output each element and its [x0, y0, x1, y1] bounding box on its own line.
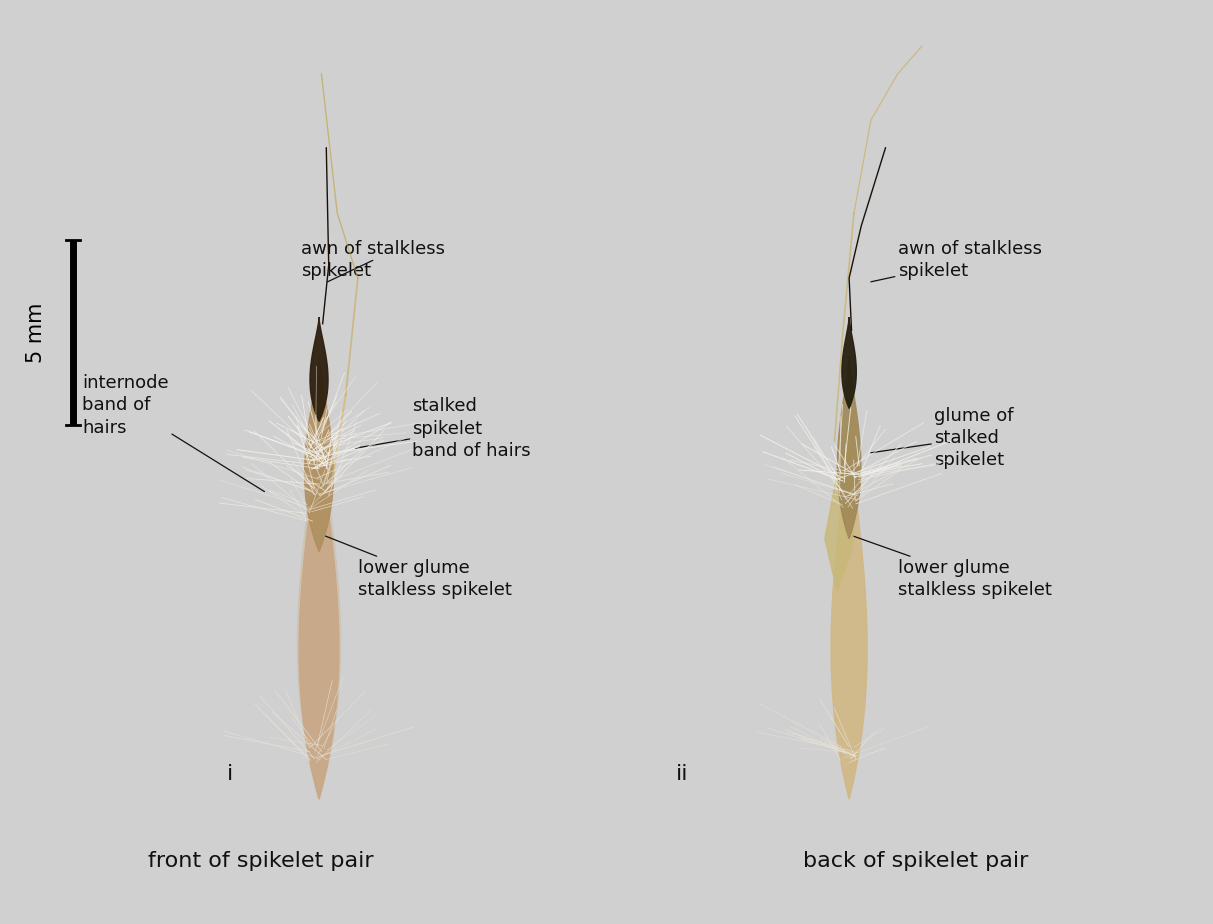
Polygon shape: [300, 421, 338, 799]
Polygon shape: [304, 357, 334, 552]
Polygon shape: [825, 408, 859, 590]
Text: ii: ii: [676, 764, 688, 784]
Text: back of spikelet pair: back of spikelet pair: [803, 851, 1029, 871]
Polygon shape: [831, 421, 867, 799]
Polygon shape: [837, 357, 861, 539]
Text: internode
band of
hairs: internode band of hairs: [82, 374, 264, 492]
Text: 5 mm: 5 mm: [27, 302, 46, 363]
Polygon shape: [297, 408, 341, 799]
Text: glume of
stalked
spikelet: glume of stalked spikelet: [871, 407, 1014, 469]
Text: lower glume
stalkless spikelet: lower glume stalkless spikelet: [853, 536, 1052, 600]
Text: awn of stalkless
spikelet: awn of stalkless spikelet: [301, 240, 445, 282]
Text: awn of stalkless
spikelet: awn of stalkless spikelet: [871, 240, 1042, 282]
Text: lower glume
stalkless spikelet: lower glume stalkless spikelet: [325, 536, 512, 600]
Text: front of spikelet pair: front of spikelet pair: [148, 851, 374, 871]
Text: i: i: [227, 764, 234, 784]
Polygon shape: [842, 317, 856, 408]
Polygon shape: [311, 317, 328, 421]
Text: stalked
spikelet
band of hairs: stalked spikelet band of hairs: [355, 397, 531, 460]
